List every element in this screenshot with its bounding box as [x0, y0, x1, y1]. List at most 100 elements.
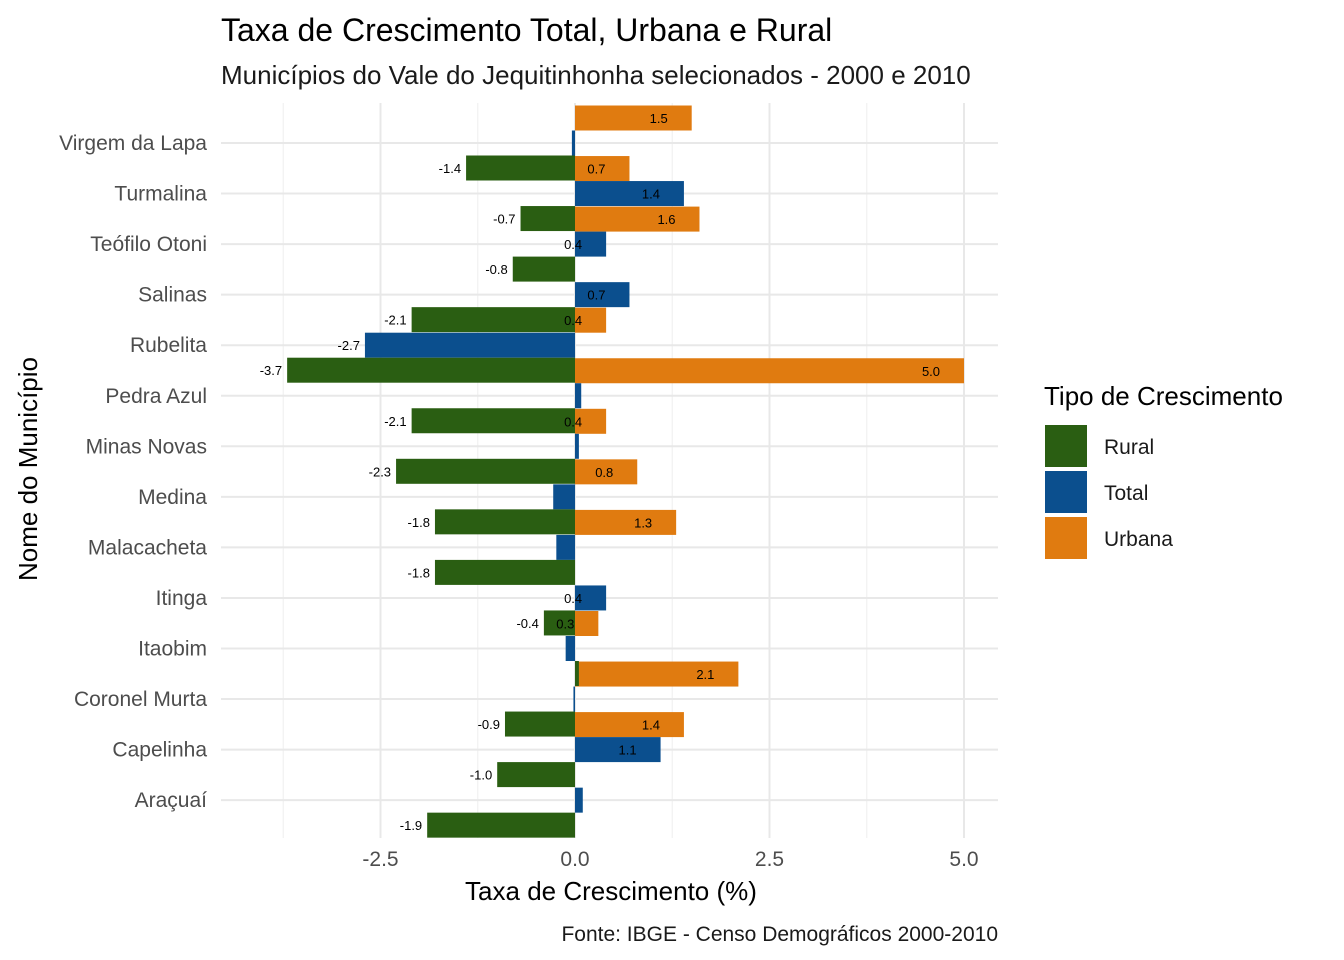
bar-rural-medina [434, 509, 575, 535]
chart-caption: Fonte: IBGE - Censo Demográficos 2000-20… [561, 923, 998, 946]
bar-urbana-malacacheta [575, 509, 677, 535]
legend: Tipo de Crescimento Rural Total Urbana [1044, 381, 1283, 559]
bar-urbana-turmalina [575, 156, 630, 182]
bar-urbana-rubelita [575, 307, 607, 333]
data-label-rural-virgem-da-lapa: -1.4 [439, 161, 461, 176]
legend-title: Tipo de Crescimento [1044, 381, 1283, 411]
data-label-urbana-medina: 0.8 [595, 465, 613, 480]
bar-urbana-itaobim [575, 611, 599, 636]
y-tick-label: Medina [138, 486, 207, 509]
bar-rural-minas-novas [396, 458, 575, 484]
bar-urbana-virgem-da-lapa [575, 105, 692, 131]
chart-title: Taxa de Crescimento Total, Urbana e Rura… [221, 12, 832, 48]
bar-rural-malacacheta [434, 559, 575, 585]
bar-rural-itinga [543, 610, 575, 636]
data-label-total-turmalina: 1.4 [642, 187, 660, 202]
legend-swatch-total [1045, 471, 1087, 513]
x-tick-label: 5.0 [949, 848, 978, 871]
data-label-rural-salinas: -2.1 [384, 313, 406, 328]
bar-urbana-capelinha [575, 712, 684, 738]
data-label-total-teofilo-otoni: 0.4 [564, 237, 582, 252]
data-label-urbana-turmalina: 0.7 [587, 162, 605, 177]
y-tick-label: Teófilo Otoni [90, 233, 207, 256]
bar-total-itaobim [565, 636, 575, 661]
bar-total-aracuai [575, 787, 583, 813]
legend-label-urbana: Urbana [1104, 528, 1173, 551]
chart-subtitle: Municípios do Vale do Jequitinhonha sele… [221, 60, 971, 90]
bar-urbana-pedra-azul [575, 358, 964, 384]
data-label-rural-coronel-murta: -0.9 [478, 717, 500, 732]
data-label-rural-minas-novas: -2.3 [369, 464, 391, 479]
y-tick-label: Araçuaí [135, 789, 208, 812]
bar-total-virgem-da-lapa [571, 130, 575, 156]
data-label-urbana-minas-novas: 0.4 [564, 414, 582, 429]
bar-total-pedra-azul [575, 383, 582, 409]
x-axis-label: Taxa de Crescimento (%) [465, 876, 757, 906]
data-label-total-salinas: 0.7 [587, 288, 605, 303]
bar-rural-teofilo-otoni [512, 256, 575, 282]
data-label-total-rubelita: -2.7 [338, 338, 360, 353]
data-label-rural-malacacheta: -1.8 [408, 565, 430, 580]
bar-total-coronel-murta [573, 686, 575, 712]
data-label-rural-turmalina: -0.7 [493, 212, 515, 227]
data-label-urbana-rubelita: 0.4 [564, 313, 582, 328]
y-tick-label: Virgem da Lapa [59, 132, 207, 155]
data-label-urbana-coronel-murta: 2.1 [696, 667, 714, 682]
data-label-rural-itinga: -0.4 [516, 616, 538, 631]
y-axis-label: Nome do Município [13, 357, 43, 581]
bar-urbana-coronel-murta [575, 661, 739, 687]
bar-total-malacacheta [556, 534, 575, 560]
data-label-rural-aracuai: -1.9 [400, 818, 422, 833]
bar-urbana-minas-novas [575, 408, 607, 434]
data-label-urbana-malacacheta: 1.3 [634, 515, 652, 530]
data-label-rural-pedra-azul: -2.1 [384, 414, 406, 429]
y-tick-label: Itaobim [138, 638, 207, 661]
bar-total-medina [553, 484, 575, 510]
legend-swatch-urbana [1045, 517, 1087, 559]
data-label-rural-rubelita: -3.7 [260, 363, 282, 378]
data-label-urbana-teofilo-otoni: 1.6 [657, 212, 675, 227]
bar-urbana-teofilo-otoni [575, 206, 700, 232]
bar-rural-turmalina [520, 206, 575, 232]
bar-total-turmalina [575, 181, 684, 207]
bar-total-rubelita [364, 332, 575, 358]
bar-total-salinas [575, 282, 630, 308]
bar-rural-pedra-azul [411, 408, 575, 434]
bar-urbana-medina [575, 459, 638, 485]
bar-total-teofilo-otoni [575, 231, 607, 257]
legend-swatch-rural [1045, 425, 1087, 467]
legend-label-total: Total [1104, 482, 1148, 505]
y-tick-label: Malacacheta [88, 536, 207, 559]
bar-rural-rubelita [287, 357, 575, 383]
data-label-rural-capelinha: -1.0 [470, 768, 492, 783]
bar-rural-salinas [411, 307, 575, 333]
legend-label-rural: Rural [1104, 436, 1154, 459]
data-label-urbana-virgem-da-lapa: 1.5 [650, 111, 668, 126]
y-tick-label: Salinas [138, 284, 207, 307]
y-tick-label: Capelinha [112, 739, 207, 762]
x-tick-label: -2.5 [362, 848, 398, 871]
bar-total-minas-novas [575, 433, 579, 459]
bar-rural-aracuai [427, 812, 575, 838]
bar-rural-capelinha [497, 762, 575, 788]
data-label-urbana-itaobim: 0.3 [556, 617, 574, 632]
bar-rural-itaobim [575, 661, 579, 686]
data-label-total-capelinha: 1.1 [619, 743, 637, 758]
y-tick-label: Itinga [156, 587, 208, 610]
x-axis-ticks: -2.5 0.0 2.5 5.0 [362, 848, 978, 871]
y-axis-ticks: Virgem da Lapa Turmalina Teófilo Otoni Sali… [59, 132, 207, 812]
bars-layer [287, 105, 964, 838]
data-label-total-itinga: 0.4 [564, 591, 582, 606]
bar-rural-virgem-da-lapa [466, 155, 575, 181]
data-label-rural-teofilo-otoni: -0.8 [485, 262, 507, 277]
y-tick-label: Minas Novas [86, 435, 207, 458]
bar-rural-coronel-murta [504, 711, 575, 737]
data-label-rural-medina: -1.8 [408, 515, 430, 530]
x-tick-label: 0.0 [560, 848, 589, 871]
y-tick-label: Pedra Azul [105, 385, 207, 408]
y-tick-label: Rubelita [130, 334, 207, 357]
data-label-urbana-capelinha: 1.4 [642, 718, 660, 733]
x-tick-label: 2.5 [755, 848, 784, 871]
y-tick-label: Coronel Murta [74, 688, 207, 711]
